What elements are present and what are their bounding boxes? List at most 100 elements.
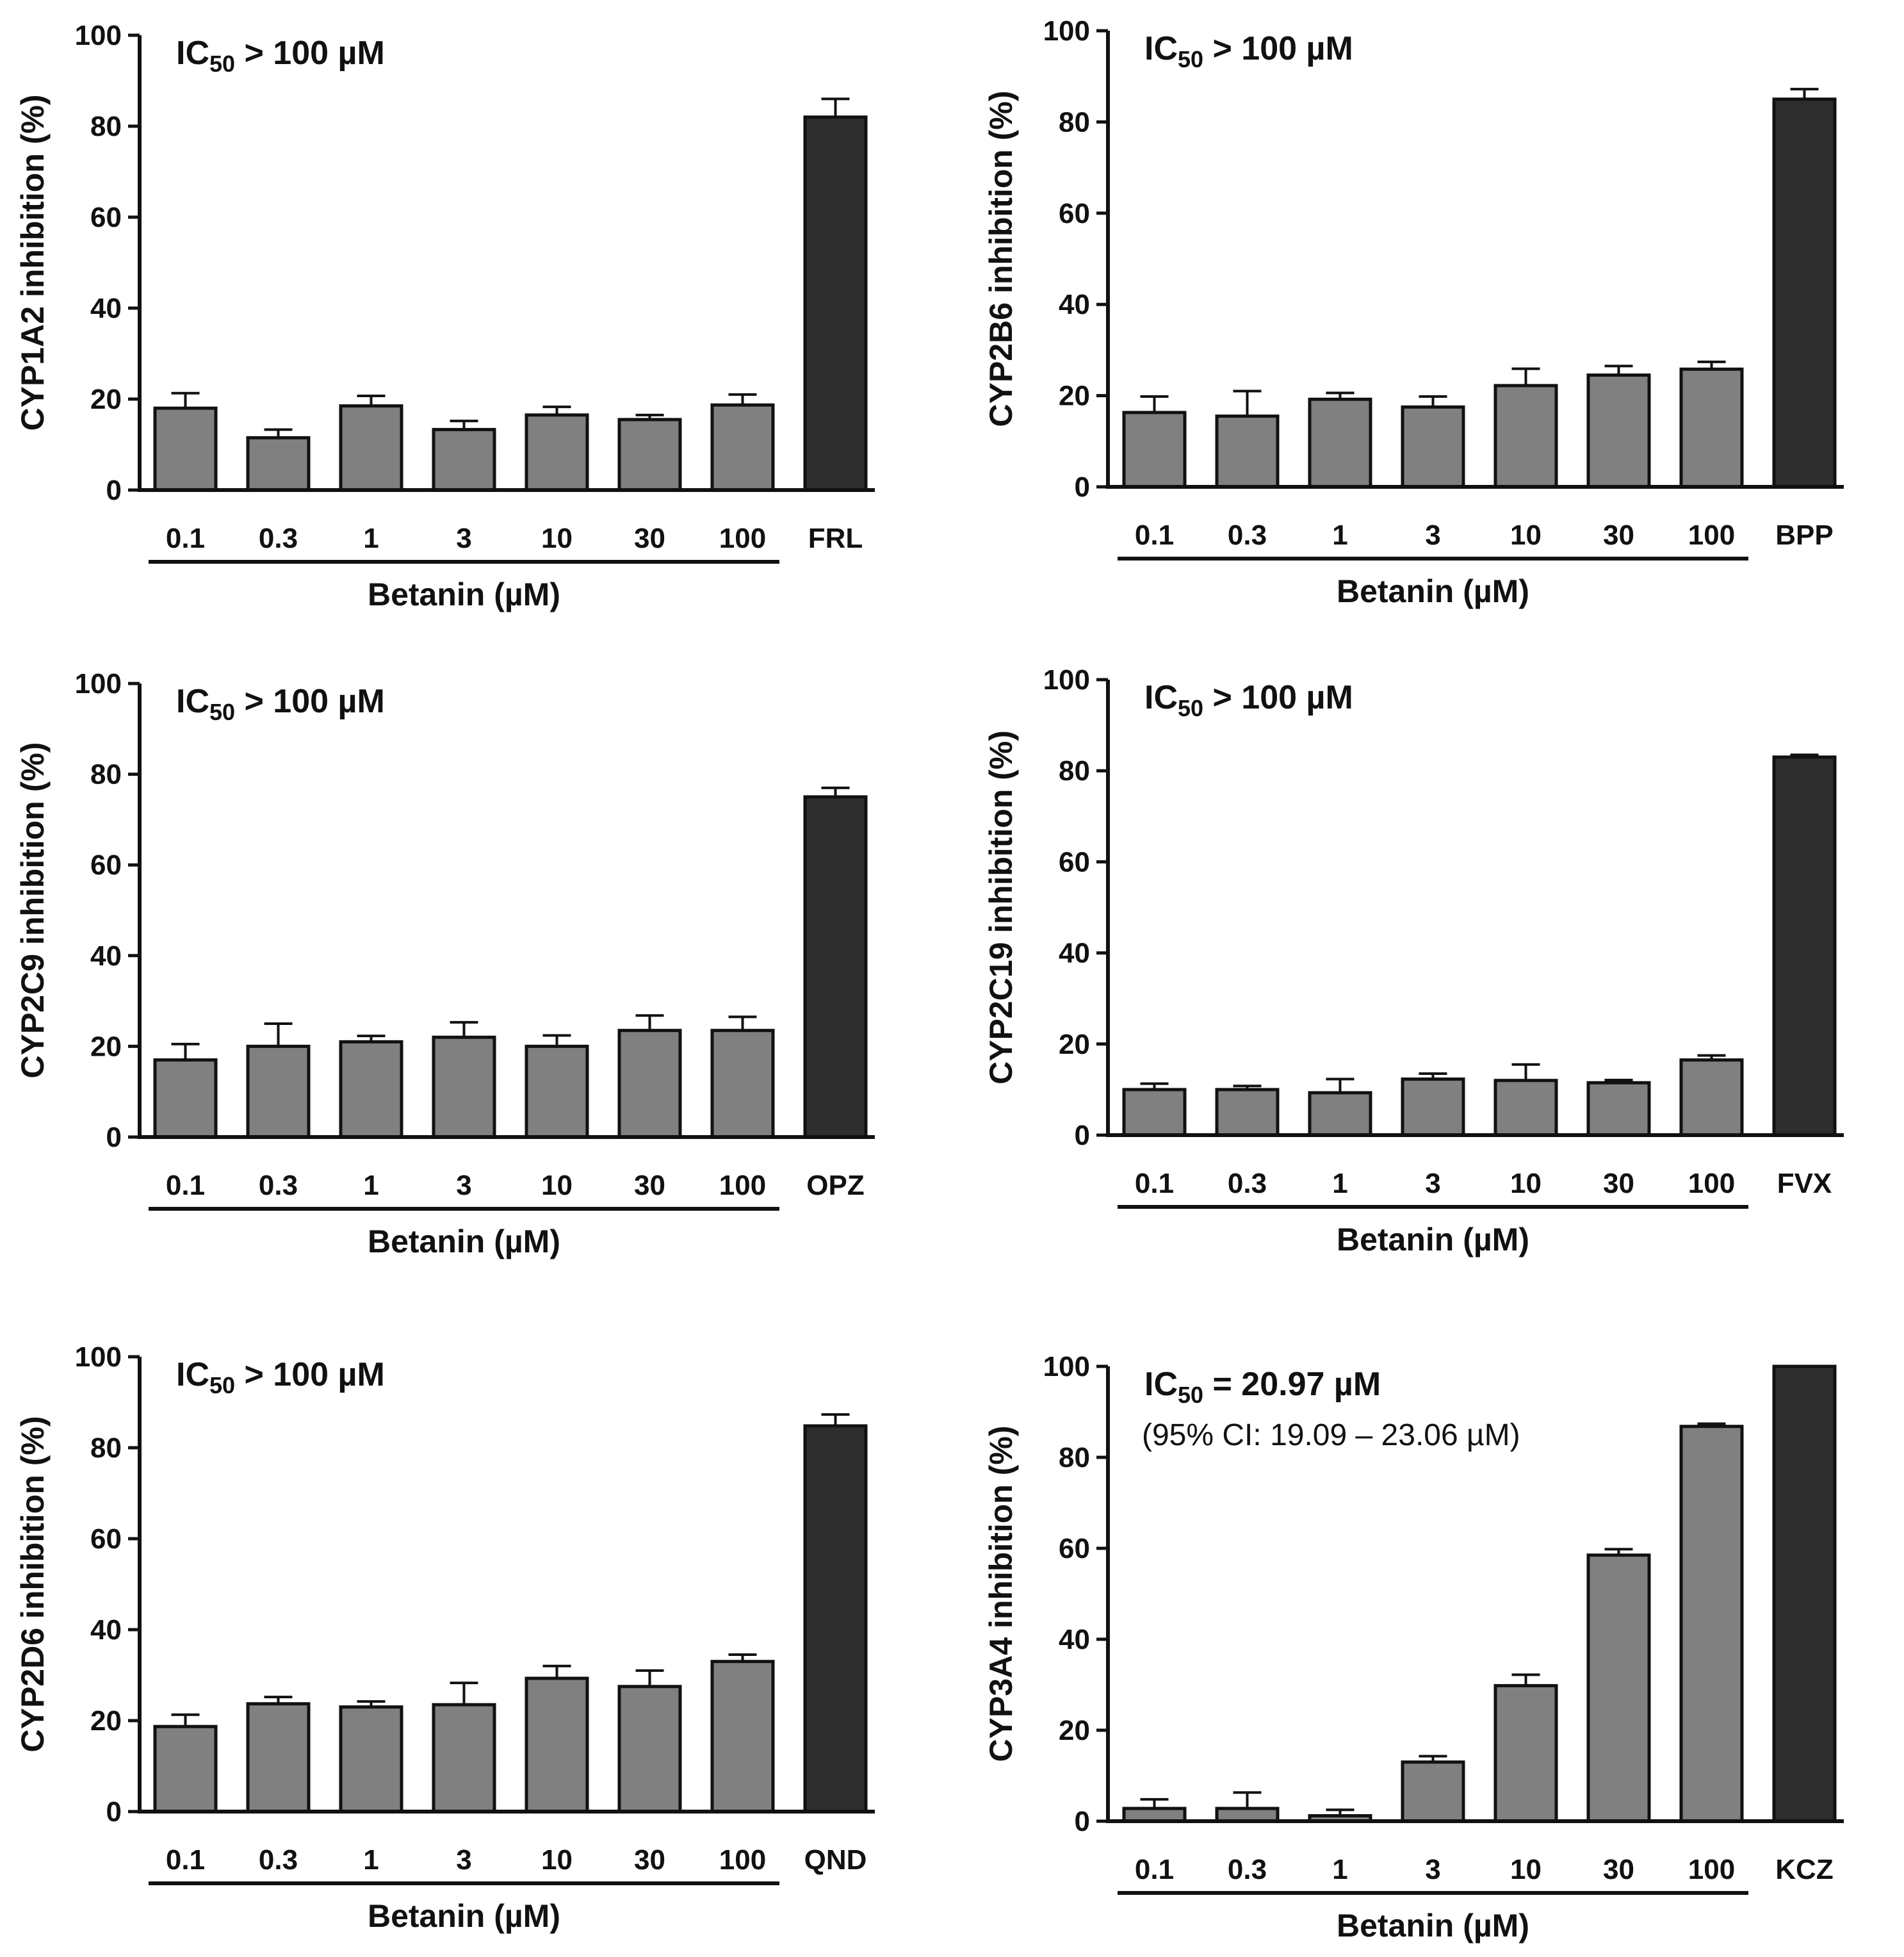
bar [1122, 1088, 1187, 1137]
x-tick-label: 0.1 [1135, 1854, 1174, 1885]
chart-panel-3: 0.1 0.3 1 3 10 30 100 OPZ 0 20 40 60 80 100 Betanin (µ… [15, 668, 875, 1259]
chart-panel-6: 0.1 0.3 1 3 10 30 100 KCZ 0 20 40 60 80 100 Betanin (µ… [983, 1351, 1844, 1944]
y-tick-label: 20 [90, 1705, 122, 1737]
x-tick-label: 100 [719, 1844, 766, 1876]
x-tick-label: 0.1 [1135, 520, 1174, 551]
x-tick-label: 100 [719, 523, 766, 554]
y-tick-label: 80 [1059, 106, 1090, 138]
y-tick-label: 0 [1075, 1120, 1090, 1151]
chart-panel-4: 0.1 0.3 1 3 10 30 100 FVX 0 20 40 60 80 100 Betanin (µ… [983, 664, 1844, 1257]
x-tick-label: 100 [1688, 1854, 1735, 1885]
x-tick-label: 1 [1332, 1168, 1347, 1199]
bar [153, 1058, 218, 1139]
bar [1586, 1553, 1651, 1823]
bar [432, 1703, 496, 1814]
ic50-value: > 100 µM [235, 1356, 385, 1393]
ic50-subscript: 50 [209, 51, 235, 77]
ic50-subscript: 50 [209, 699, 235, 725]
x-tick-label: 0.3 [259, 1844, 298, 1876]
ic50-subscript: 50 [1178, 1382, 1203, 1408]
bar [1679, 1425, 1744, 1823]
x-tick-label: 3 [456, 523, 471, 554]
control-bar [803, 795, 868, 1139]
x-tick-label: 30 [1603, 1854, 1634, 1885]
bar [1215, 1088, 1280, 1137]
x-tick-label: FVX [1777, 1168, 1832, 1199]
bar [246, 1044, 311, 1139]
x-tick-label: 3 [1425, 520, 1440, 551]
y-tick-label: 40 [1059, 1624, 1090, 1655]
x-tick-label: 10 [1510, 1168, 1542, 1199]
bar [1401, 405, 1465, 489]
ic50-prefix: IC [176, 683, 209, 720]
bar [1679, 1058, 1744, 1137]
ic50-value: = 20.97 µM [1203, 1366, 1381, 1403]
ic50-subscript: 50 [209, 1372, 235, 1398]
y-axis-label: CYP2D6 inhibition (%) [15, 1416, 51, 1753]
bar [1493, 384, 1558, 489]
x-tick-label: 0.1 [166, 1844, 205, 1876]
chart-panel-1: 0.1 0.3 1 3 10 30 100 FRL 0 20 40 60 80 100 Betanin (µ… [15, 20, 875, 612]
bar [1679, 367, 1744, 489]
y-axis-label: CYP2C19 inhibition (%) [983, 730, 1019, 1085]
x-axis-label: Betanin (µM) [1337, 573, 1529, 609]
x-tick-label: FRL [808, 523, 863, 554]
x-tick-label: QND [804, 1844, 867, 1876]
x-tick-label: BPP [1775, 520, 1833, 551]
control-bar [1772, 755, 1837, 1137]
x-tick-label: 3 [1425, 1854, 1440, 1885]
x-tick-label: 1 [1332, 520, 1347, 551]
x-tick-label: 10 [1510, 520, 1542, 551]
x-tick-label: KCZ [1775, 1854, 1833, 1885]
y-tick-label: 100 [1043, 15, 1090, 47]
x-axis-label: Betanin (µM) [368, 1898, 560, 1934]
x-axis-label: Betanin (µM) [368, 577, 560, 612]
x-tick-label: 0.1 [1135, 1168, 1174, 1199]
y-tick-label: 100 [1043, 664, 1090, 696]
y-tick-label: 60 [1059, 1533, 1090, 1564]
x-tick-label: 10 [541, 523, 573, 554]
bar [617, 1685, 682, 1814]
bar [153, 1724, 218, 1814]
x-tick-label: 100 [1688, 1168, 1735, 1199]
bar [710, 1029, 775, 1139]
x-axis-label: Betanin (µM) [368, 1224, 560, 1259]
y-tick-label: 100 [75, 1341, 122, 1373]
x-tick-label: 0.3 [1228, 1854, 1267, 1885]
bar [246, 436, 311, 492]
y-tick-label: 40 [1059, 938, 1090, 969]
x-tick-label: OPZ [806, 1170, 864, 1201]
y-tick-label: 80 [90, 1432, 122, 1464]
y-tick-label: 60 [1059, 846, 1090, 878]
ic50-value: > 100 µM [235, 683, 385, 720]
x-tick-label: 10 [541, 1170, 573, 1201]
x-tick-label: 0.3 [259, 1170, 298, 1201]
x-tick-label: 30 [1603, 520, 1634, 551]
y-tick-label: 0 [106, 1796, 122, 1828]
bar [710, 1660, 775, 1814]
control-bar [803, 1424, 868, 1814]
bar [1401, 1760, 1465, 1823]
x-tick-label: 1 [363, 1170, 378, 1201]
control-bar [803, 115, 868, 492]
y-tick-label: 60 [90, 202, 122, 233]
y-tick-label: 40 [90, 293, 122, 324]
y-tick-label: 80 [1059, 1442, 1090, 1473]
x-tick-label: 0.1 [166, 1170, 205, 1201]
ic50-subscript: 50 [1178, 46, 1203, 72]
x-tick-label: 1 [363, 523, 378, 554]
ic50-prefix: IC [1144, 30, 1178, 67]
y-tick-label: 100 [75, 20, 122, 51]
ic50-annotation: IC50 > 100 µM [176, 35, 385, 77]
y-tick-label: 80 [1059, 755, 1090, 787]
bar [1401, 1077, 1465, 1137]
y-tick-label: 60 [90, 1523, 122, 1555]
ic50-prefix: IC [176, 35, 209, 72]
x-tick-label: 0.1 [166, 523, 205, 554]
y-tick-label: 0 [106, 475, 122, 506]
y-tick-label: 20 [1059, 381, 1090, 412]
bar [1215, 414, 1280, 489]
ic50-annotation: IC50 > 100 µM [176, 683, 385, 725]
bar [1308, 1091, 1372, 1137]
